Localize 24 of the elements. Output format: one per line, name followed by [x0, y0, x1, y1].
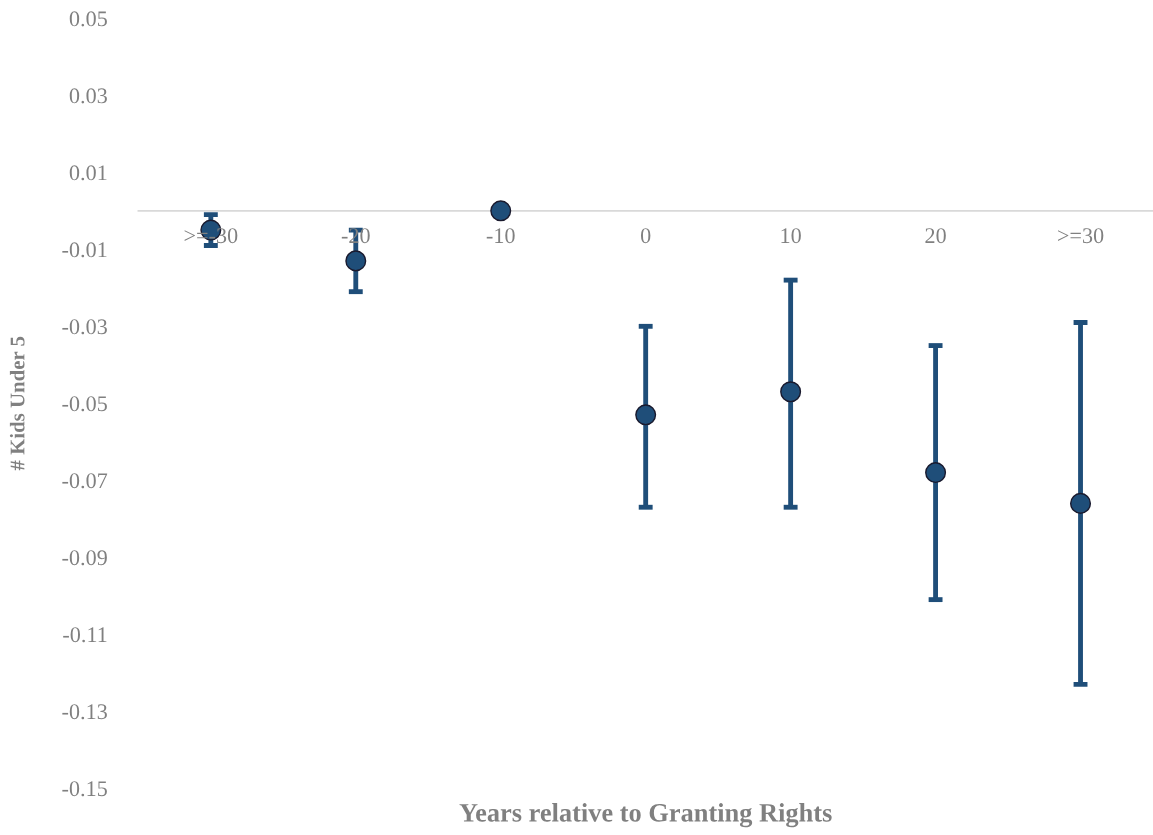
point: [345, 250, 367, 272]
x-axis-title: Years relative to Granting Rights: [459, 803, 832, 828]
x-tick-label: 20: [925, 228, 946, 244]
x-tick-label: >=30: [1058, 228, 1104, 244]
y-tick-label: -0.01: [62, 242, 107, 258]
y-axis-title: # Kids Under 5: [9, 336, 25, 471]
point: [490, 200, 512, 222]
y-tick-label: -0.03: [62, 319, 107, 335]
y-tick-label: -0.07: [62, 473, 108, 489]
y-tick-label: -0.13: [62, 704, 107, 720]
point: [635, 404, 657, 426]
y-tick-label: 0.05: [69, 11, 107, 27]
y-tick-label: -0.15: [62, 781, 107, 797]
x-tick-label: 10: [781, 228, 801, 244]
point: [925, 462, 947, 484]
y-tick-label: -0.05: [62, 396, 107, 412]
x-tick-label: 0: [640, 228, 651, 244]
point: [780, 381, 802, 403]
y-tick-label: -0.09: [62, 550, 107, 566]
y-tick-label: 0.01: [69, 165, 107, 181]
y-tick-label: -0.11: [63, 627, 107, 643]
x-tick-label: -10: [486, 228, 515, 244]
y-tick-label: 0.03: [69, 88, 107, 104]
point: [1070, 492, 1092, 514]
